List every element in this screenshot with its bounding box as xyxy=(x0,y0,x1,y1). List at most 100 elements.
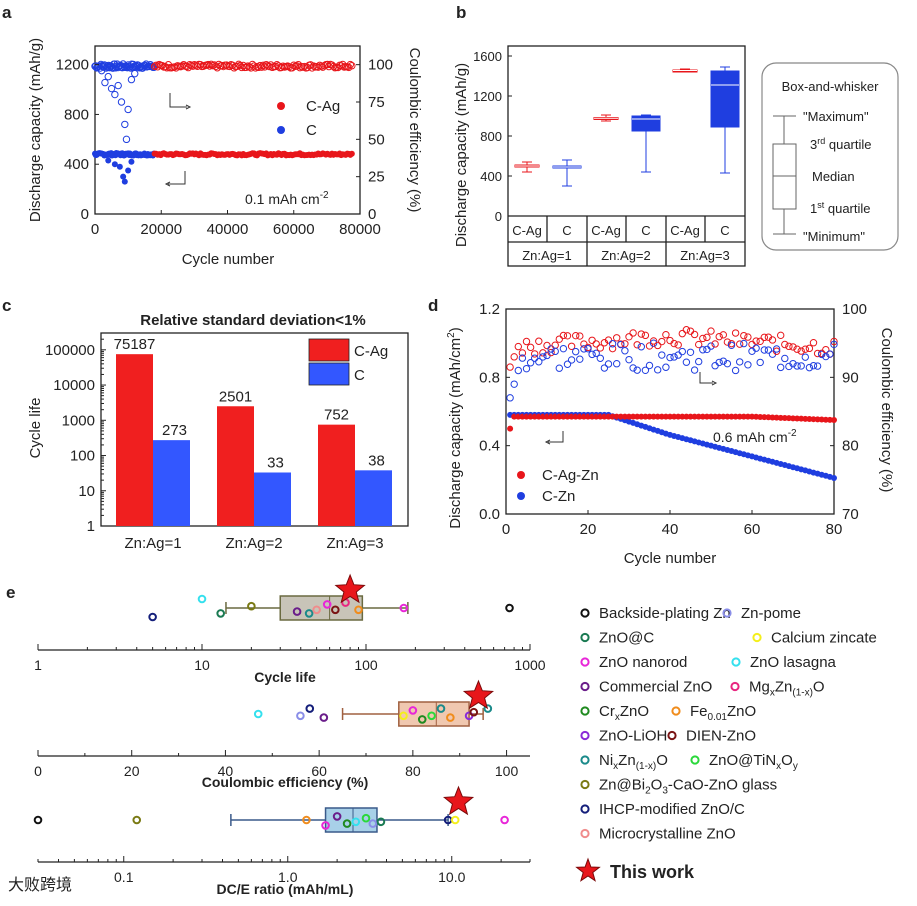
panel-d-point-cagzn-cap xyxy=(708,413,714,420)
panel-e-legend-label: ZnO@C xyxy=(599,630,654,647)
panel-a-arrow-left xyxy=(168,171,186,185)
panel-b-row1-1: C xyxy=(562,223,571,238)
panel-d-point-czn-ce xyxy=(805,363,814,372)
panel-b-box xyxy=(631,115,661,132)
panel-d-point-cagzn-ce xyxy=(526,343,535,352)
panel-a-point-c-cap-outlier xyxy=(105,157,112,164)
panel-d-point-cagzn-ce xyxy=(777,331,785,340)
panel-label-a: a xyxy=(2,3,12,22)
panel-d-point-cagzn-cap xyxy=(736,413,743,420)
panel-e-tick-label: 40 xyxy=(218,763,234,779)
panel-c-ytick-label: 10000 xyxy=(53,377,95,394)
panel-e-legend-label: MgxZn(1-x)O xyxy=(749,679,825,699)
panel-a-point-c-cap-outlier xyxy=(125,167,132,174)
panel-d-point-czn-ce xyxy=(604,360,613,368)
panel-c-bar-label: 752 xyxy=(324,407,349,424)
panel-a-point-c-ce-outlier xyxy=(122,135,131,144)
panel-d-point-czn-ce xyxy=(719,357,727,365)
panel-b-row2-0: Zn:Ag=1 xyxy=(522,248,572,263)
panel-d-ytick-label: 0.4 xyxy=(479,438,500,455)
panel-d-point-czn-ce xyxy=(563,360,572,368)
panel-d-point-cagzn-ce xyxy=(752,337,760,345)
panel-b-ytick-label: 1200 xyxy=(473,89,502,104)
panel-b-box-legend-maximum: "Maximum" xyxy=(803,109,869,124)
panel-d-point-czn-ce xyxy=(654,366,662,374)
panel-d-point-cagzn-ce xyxy=(707,327,715,335)
panel-a-point-c-ce-outlier xyxy=(101,78,109,87)
panel-e-legend-star xyxy=(575,857,601,882)
panel-d-point-cagzn-ce xyxy=(641,331,650,340)
panel-e-legend-marker xyxy=(730,681,740,692)
panel-d-point-cagzn-ce xyxy=(715,332,723,341)
panel-a-y2tick-label: 50 xyxy=(368,131,385,148)
panel-b-box xyxy=(710,70,740,128)
panel-a-y2label: Coulombic efficiency (%) xyxy=(406,48,423,213)
panel-d-point-czn-ce xyxy=(781,354,789,363)
panel-e-legend-marker xyxy=(667,730,677,741)
panel-e-star-this-work xyxy=(443,785,475,816)
panel-d-point-czn-ce xyxy=(744,361,752,369)
panel-e-tick-label: 0 xyxy=(34,763,42,779)
panel-c-legend-cag: C-Ag xyxy=(354,343,388,360)
panel-e-point xyxy=(216,609,225,618)
panel-e-point xyxy=(332,812,342,821)
panel-d-point-czn-ce xyxy=(723,359,732,368)
panel-d-point-cagzn-ce xyxy=(662,331,670,339)
panel-d-point-cagzn-ce xyxy=(572,331,580,340)
panel-d-point-czn-ce xyxy=(666,353,674,362)
panel-a-point-c-ce-outlier xyxy=(104,72,112,81)
panel-e-point xyxy=(247,601,256,611)
panel-d-point-cagzn-ce xyxy=(805,344,814,353)
panel-d-arrowhead-right xyxy=(711,380,718,386)
panel-e-legend-label: DIEN-ZnO xyxy=(686,728,756,745)
panel-b-frame xyxy=(507,45,746,267)
panel-d-point-czn-ce xyxy=(662,363,670,371)
panel-d-point-czn-ce xyxy=(584,345,592,353)
panel-e-star-this-work xyxy=(462,679,494,710)
panel-d-point-cagzn-ce xyxy=(518,349,527,357)
panel-d-point-cagzn-cap xyxy=(699,413,706,420)
panel-e-tick-label: 20 xyxy=(124,763,140,779)
panel-d-point-czn-ce xyxy=(613,360,621,368)
panel-d-xtick-label: 60 xyxy=(744,521,761,538)
panel-d-point-czn-ce xyxy=(510,380,518,388)
panel-e-legend-label: Commercial ZnO xyxy=(599,679,712,696)
panel-d-yticks: 0.0 0.4 0.8 1.2 xyxy=(479,301,510,523)
panel-d-point-cagzn-ce xyxy=(695,340,703,349)
panel-a-annotation: 0.1 mAh cm-2 xyxy=(245,190,329,207)
panel-e-point xyxy=(342,819,352,828)
panel-e-legend-marker xyxy=(580,681,590,692)
panel-d-point-czn-ce xyxy=(813,362,822,370)
panel-d-point-cagzn-ce xyxy=(678,329,686,338)
panel-d-point-cagzn-cap xyxy=(650,413,657,420)
panel-a-ytick-label: 800 xyxy=(64,106,89,123)
panel-d-point-czn-ce xyxy=(777,363,785,372)
panel-d-point-czn-ce xyxy=(690,366,699,374)
panel-d-point-czn-ce xyxy=(727,341,736,349)
panel-c-ytick-label: 10 xyxy=(78,483,95,500)
panel-e-legend-marker xyxy=(752,632,762,643)
panel-d-y2tick-label: 90 xyxy=(842,369,859,386)
panel-a-frame xyxy=(94,45,361,215)
panel-d-point-cagzn-ce xyxy=(563,332,572,340)
panel-d-point-czn-ce xyxy=(686,348,695,357)
panel-a-point-c-cap-outlier xyxy=(121,178,128,185)
panel-b-yticks: 0 400 800 1200 1600 xyxy=(473,49,512,224)
panel-b-box-legend-q3: 3rd quartile xyxy=(810,136,872,152)
panel-e-legend-marker xyxy=(671,706,681,716)
panel-e-point xyxy=(417,715,427,724)
panel-e-legend-marker xyxy=(580,657,590,667)
panel-d-legend-marker-cagzn xyxy=(517,471,525,479)
panel-a-xtick-label: 60000 xyxy=(273,221,315,238)
panel-d-point-cagzn-ce xyxy=(567,342,576,350)
panel-e-point xyxy=(399,603,409,613)
panel-b-box-legend-median-label: Median xyxy=(812,169,855,184)
panel-e-tick-label: 1000 xyxy=(514,657,545,673)
panel-d-xtick-label: 80 xyxy=(826,521,843,538)
panel-a-point-cag-ce xyxy=(207,60,215,69)
panel-d-point-czn-ce xyxy=(572,347,580,356)
panel-d-point-czn-ce xyxy=(707,342,715,350)
panel-d-point-cagzn-ce xyxy=(547,348,555,357)
panel-a-point-cag-ce xyxy=(290,61,298,69)
panel-e-legend-label: Calcium zincate xyxy=(771,630,877,647)
